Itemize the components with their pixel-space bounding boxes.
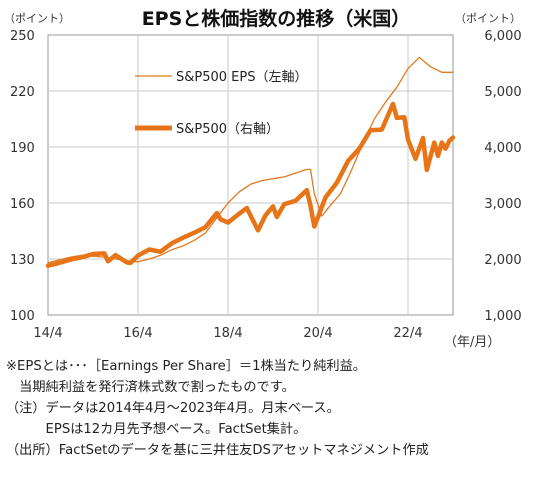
right-tick-label: 4,000 bbox=[484, 141, 521, 156]
legend: S&P500 EPS（左軸） S&P500（右軸） bbox=[135, 70, 307, 137]
footnote-data-period: （注）データは2014年4月～2023年4月。月末ベース。 bbox=[6, 401, 340, 416]
footnote-eps-definition: ※EPSとは･･･［Earnings Per Share］＝1株当たり純利益。 bbox=[6, 359, 366, 374]
x-tick-label: 14/4 bbox=[33, 326, 62, 341]
legend-label-eps: S&P500 EPS（左軸） bbox=[176, 70, 307, 85]
x-tick-label: 22/4 bbox=[393, 326, 422, 341]
x-tick-label: 20/4 bbox=[303, 326, 332, 341]
eps-line bbox=[47, 56, 454, 264]
right-axis-unit: （ポイント） bbox=[455, 12, 521, 25]
chart-title: EPSと株価指数の推移（米国） bbox=[142, 7, 411, 30]
x-tick-label: 18/4 bbox=[213, 326, 242, 341]
plot-frame bbox=[47, 34, 454, 316]
left-tick-label: 160 bbox=[10, 197, 35, 212]
series-lines bbox=[45, 56, 456, 268]
footnote-eps-basis: EPSは12カ月先予想ベース。FactSet集計。 bbox=[6, 422, 307, 437]
left-tick-label: 130 bbox=[10, 253, 35, 268]
right-tick-label: 3,000 bbox=[484, 197, 521, 212]
left-tick-label: 100 bbox=[10, 309, 35, 324]
footnotes: ※EPSとは･･･［Earnings Per Share］＝1株当たり純利益。 … bbox=[6, 356, 550, 461]
right-tick-label: 2,000 bbox=[484, 253, 521, 268]
tick-labels: 250 220 190 160 130 100 6,000 5,000 4,000 3,000 2,… bbox=[10, 29, 522, 341]
chart: EPSと株価指数の推移（米国） （ポイント） （ポイント） （年/月） 2502… bbox=[4, 7, 522, 350]
right-tick-label: 1,000 bbox=[484, 309, 521, 324]
left-tick-label: 190 bbox=[10, 141, 35, 156]
sp500-line bbox=[45, 101, 456, 268]
right-tick-label: 6,000 bbox=[484, 29, 521, 44]
left-tick-label: 250 bbox=[10, 29, 35, 44]
x-axis-unit: （年/月） bbox=[444, 335, 500, 350]
footnote-source: （出所）FactSetのデータを基に三井住友DSアセットマネジメント作成 bbox=[6, 443, 429, 458]
x-tick-label: 16/4 bbox=[123, 326, 152, 341]
footnote-eps-explanation: 当期純利益を発行済株式数で割ったものです。 bbox=[6, 380, 295, 395]
right-tick-label: 5,000 bbox=[484, 85, 521, 100]
left-tick-label: 220 bbox=[10, 85, 35, 100]
legend-label-sp500: S&P500（右軸） bbox=[176, 122, 279, 137]
left-axis-unit: （ポイント） bbox=[4, 12, 70, 25]
